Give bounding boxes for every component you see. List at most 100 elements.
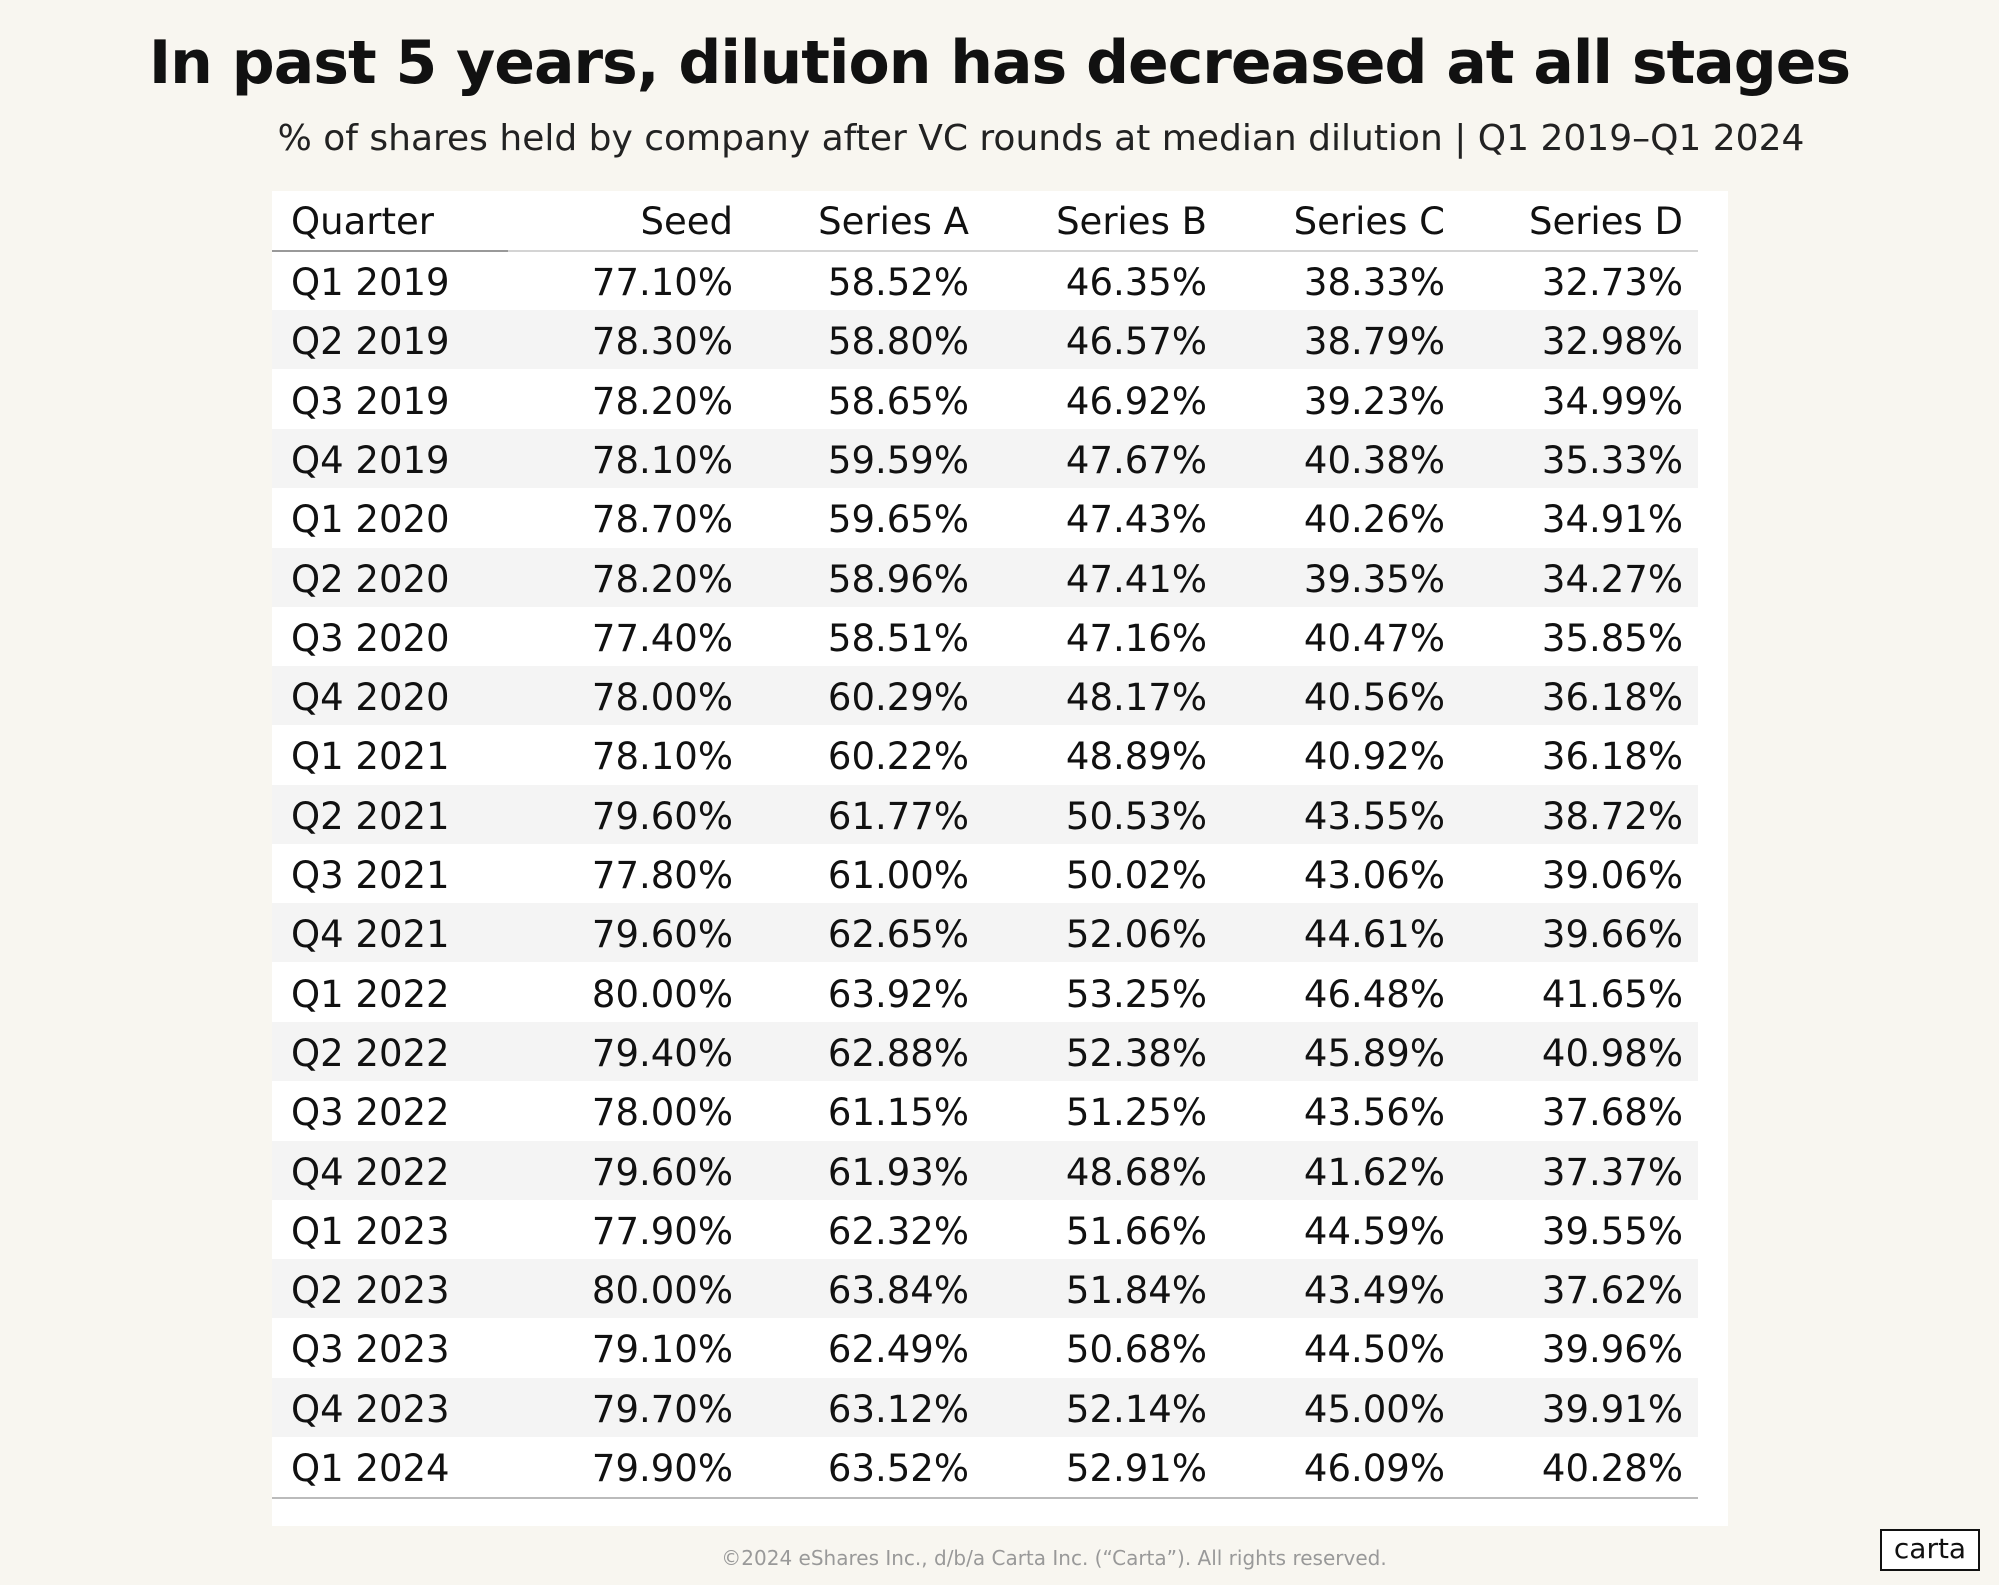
cell-value: 40.98% xyxy=(1541,1031,1683,1075)
row-label: Q1 2021 xyxy=(291,735,450,779)
cell-value: 79.60% xyxy=(591,1150,733,1194)
cell-value: 35.85% xyxy=(1541,616,1683,660)
cell-value: 48.17% xyxy=(1065,676,1207,720)
cell-value: 62.32% xyxy=(827,1209,969,1253)
cell-value: 37.62% xyxy=(1541,1269,1683,1313)
row-label: Q2 2023 xyxy=(291,1269,450,1313)
cell-value: 59.59% xyxy=(827,438,969,482)
row-label: Q1 2023 xyxy=(291,1209,450,1253)
cell-value: 78.30% xyxy=(591,320,733,364)
cell-value: 38.79% xyxy=(1303,320,1445,364)
cell-value: 38.72% xyxy=(1541,794,1683,838)
cell-value: 60.29% xyxy=(827,676,969,720)
cell-value: 34.91% xyxy=(1541,498,1683,542)
cell-value: 62.65% xyxy=(827,913,969,957)
cell-value: 51.25% xyxy=(1065,1091,1207,1135)
cell-value: 45.89% xyxy=(1303,1031,1445,1075)
cell-value: 61.77% xyxy=(827,794,969,838)
cell-value: 47.67% xyxy=(1065,438,1207,482)
column-header: Series A xyxy=(818,200,969,243)
row-label: Q1 2019 xyxy=(291,261,450,304)
cell-value: 63.92% xyxy=(827,972,969,1016)
cell-value: 41.65% xyxy=(1541,972,1683,1016)
cell-value: 78.10% xyxy=(591,438,733,482)
cell-value: 44.59% xyxy=(1303,1209,1445,1253)
column-header: Series C xyxy=(1293,200,1445,243)
cell-value: 78.00% xyxy=(591,1091,733,1135)
cell-value: 46.92% xyxy=(1065,379,1207,423)
cell-value: 40.92% xyxy=(1303,735,1445,779)
cell-value: 34.99% xyxy=(1541,379,1683,423)
cell-value: 61.15% xyxy=(827,1091,969,1135)
cell-value: 50.53% xyxy=(1065,794,1207,838)
copyright: ©2024 eShares Inc., d/b/a Carta Inc. (“C… xyxy=(721,1546,1387,1570)
row-stripe xyxy=(272,666,1698,726)
row-label: Q4 2019 xyxy=(291,438,450,482)
cell-value: 39.55% xyxy=(1541,1209,1683,1253)
row-stripe xyxy=(272,784,1698,844)
row-label: Q2 2022 xyxy=(291,1031,450,1075)
cell-value: 46.57% xyxy=(1065,320,1207,364)
row-stripe xyxy=(272,1140,1698,1200)
cell-value: 78.00% xyxy=(591,676,733,720)
cell-value: 58.96% xyxy=(827,557,969,601)
row-label: Q2 2020 xyxy=(291,557,450,601)
cell-value: 63.12% xyxy=(827,1387,969,1431)
cell-value: 63.84% xyxy=(827,1269,969,1313)
cell-value: 58.51% xyxy=(827,616,969,660)
cell-value: 79.60% xyxy=(591,913,733,957)
cell-value: 61.93% xyxy=(827,1150,969,1194)
cell-value: 78.10% xyxy=(591,735,733,779)
row-label: Q1 2022 xyxy=(291,972,450,1016)
cell-value: 63.52% xyxy=(827,1447,969,1490)
cell-value: 38.33% xyxy=(1303,261,1445,304)
cell-value: 77.10% xyxy=(591,261,733,304)
row-stripe xyxy=(272,1021,1698,1081)
cell-value: 58.80% xyxy=(827,320,969,364)
cell-value: 36.18% xyxy=(1541,735,1683,779)
cell-value: 58.65% xyxy=(827,379,969,423)
cell-value: 50.02% xyxy=(1065,854,1207,897)
cell-value: 80.00% xyxy=(591,972,733,1016)
bottom-rule xyxy=(272,1497,1698,1500)
cell-value: 78.20% xyxy=(591,557,733,601)
cell-value: 40.26% xyxy=(1303,498,1445,542)
cell-value: 53.25% xyxy=(1065,972,1207,1016)
cell-value: 43.06% xyxy=(1303,854,1445,897)
row-label: Q4 2023 xyxy=(291,1387,450,1431)
cell-value: 48.89% xyxy=(1065,735,1207,779)
cell-value: 58.52% xyxy=(827,261,969,304)
cell-value: 39.66% xyxy=(1541,913,1683,957)
column-header: Seed xyxy=(640,200,734,243)
cell-value: 80.00% xyxy=(591,1269,733,1313)
row-stripe xyxy=(272,1259,1698,1319)
cell-value: 36.18% xyxy=(1541,676,1683,720)
cell-value: 45.00% xyxy=(1303,1387,1445,1431)
cell-value: 43.55% xyxy=(1303,794,1445,838)
row-label: Q4 2022 xyxy=(291,1150,450,1194)
row-label: Q3 2022 xyxy=(291,1091,450,1135)
cell-value: 52.91% xyxy=(1065,1447,1207,1490)
cell-value: 44.50% xyxy=(1303,1328,1445,1372)
cell-value: 78.20% xyxy=(591,379,733,423)
cell-value: 52.38% xyxy=(1065,1031,1207,1075)
row-stripe xyxy=(272,1377,1698,1437)
cell-value: 39.06% xyxy=(1541,854,1683,897)
cell-value: 39.96% xyxy=(1541,1328,1683,1372)
header-rule xyxy=(272,250,1698,252)
cell-value: 79.70% xyxy=(591,1387,733,1431)
cell-value: 51.66% xyxy=(1065,1209,1207,1253)
cell-value: 59.65% xyxy=(827,498,969,542)
cell-value: 34.27% xyxy=(1541,557,1683,601)
cell-value: 47.41% xyxy=(1065,557,1207,601)
row-label: Q1 2024 xyxy=(291,1447,450,1490)
cell-value: 77.40% xyxy=(591,616,733,660)
row-stripe xyxy=(272,547,1698,607)
subtitle: % of shares held by company after VC rou… xyxy=(277,118,1805,159)
cell-value: 77.90% xyxy=(591,1209,733,1253)
cell-value: 39.23% xyxy=(1303,379,1445,423)
cell-value: 79.90% xyxy=(591,1447,733,1490)
cell-value: 40.28% xyxy=(1541,1447,1683,1490)
cell-value: 47.43% xyxy=(1065,498,1207,542)
cell-value: 52.06% xyxy=(1065,913,1207,957)
